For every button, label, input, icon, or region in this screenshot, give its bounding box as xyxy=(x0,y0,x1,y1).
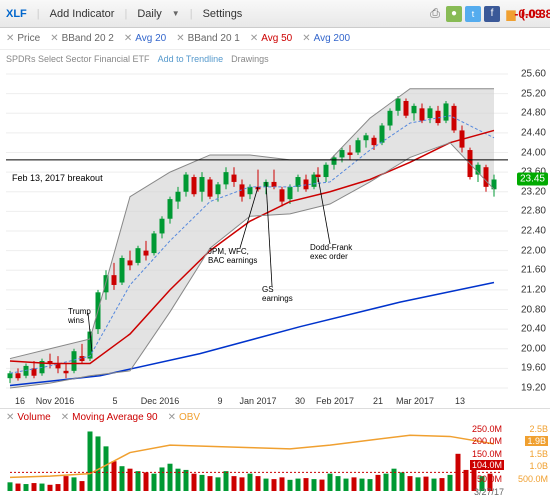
volume-indicator-bar: ✕Volume ✕Moving Average 90 ✕OBV xyxy=(0,409,550,425)
close-icon[interactable]: ✕ xyxy=(124,33,132,44)
close-icon[interactable]: ✕ xyxy=(176,33,184,44)
price-indicator[interactable]: Price xyxy=(17,33,40,44)
close-icon[interactable]: ✕ xyxy=(302,33,310,44)
camera-icon[interactable]: ● xyxy=(446,6,462,22)
obv-indicator[interactable]: OBV xyxy=(179,412,200,423)
chevron-down-icon[interactable]: ▼ xyxy=(172,9,180,18)
chart-svg xyxy=(0,68,508,408)
avg20-indicator[interactable]: Avg 20 xyxy=(135,33,166,44)
volume-panel[interactable]: ✕Volume ✕Moving Average 90 ✕OBV 250.0M20… xyxy=(0,408,550,498)
volume-indicator[interactable]: Volume xyxy=(17,412,50,423)
close-icon[interactable]: ✕ xyxy=(50,33,58,44)
settings-button[interactable]: Settings xyxy=(203,8,243,20)
close-icon[interactable]: ✕ xyxy=(168,412,176,423)
jpm-annotation: JPM, WFC,BAC earnings xyxy=(208,248,257,266)
close-icon[interactable]: ✕ xyxy=(6,33,14,44)
facebook-icon[interactable]: f xyxy=(484,6,500,22)
price-chart[interactable]: 19.2019.6020.0020.4020.8021.2021.6022.00… xyxy=(0,68,550,408)
indicator-bar: ✕Price ✕BBand 20 2 ✕Avg 20 ✕BBand 20 1 ✕… xyxy=(0,28,550,50)
add-indicator-button[interactable]: Add Indicator xyxy=(50,8,115,20)
avg50-indicator[interactable]: Avg 50 xyxy=(261,33,292,44)
volume-svg xyxy=(0,425,508,497)
etf-name: SPDRs Select Sector Financial ETF xyxy=(6,54,150,64)
print-icon[interactable]: ⎙ xyxy=(427,6,443,22)
avg200-indicator[interactable]: Avg 200 xyxy=(314,33,351,44)
interval-selector[interactable]: Daily xyxy=(137,8,161,20)
twitter-icon[interactable]: t xyxy=(465,6,481,22)
trump-annotation: Trumpwins xyxy=(68,308,91,326)
close-icon[interactable]: ✕ xyxy=(6,412,14,423)
price-change: -0.09 (-0.38%) xyxy=(528,6,544,22)
date-stamp: 3/27/17 xyxy=(474,487,504,497)
bband1-indicator[interactable]: BBand 20 2 xyxy=(62,33,114,44)
volume-ma-indicator[interactable]: Moving Average 90 xyxy=(72,412,157,423)
main-toolbar: XLF | Add Indicator | Daily ▼ | Settings… xyxy=(0,0,550,28)
gs-annotation: GSearnings xyxy=(262,286,293,304)
dodd-annotation: Dodd-Frankexec order xyxy=(310,244,352,262)
close-icon[interactable]: ✕ xyxy=(250,33,258,44)
close-icon[interactable]: ✕ xyxy=(61,412,69,423)
breakout-annotation: Feb 13, 2017 breakout xyxy=(12,174,103,184)
y-axis: 19.2019.6020.0020.4020.8021.2021.6022.00… xyxy=(508,68,550,408)
bband2-indicator[interactable]: BBand 20 1 xyxy=(188,33,240,44)
x-axis: 16Nov 20165Dec 20169Jan 201730Feb 201721… xyxy=(0,392,508,408)
drawings-link[interactable]: Drawings xyxy=(231,54,269,64)
toolbar-icons: ⎙ ● t f ▆ -0.09 (-0.38%) xyxy=(427,6,544,22)
ticker-symbol[interactable]: XLF xyxy=(6,8,27,20)
etf-info-bar: SPDRs Select Sector Financial ETF Add to… xyxy=(0,50,550,68)
add-trendline-link[interactable]: Add to Trendline xyxy=(158,54,224,64)
